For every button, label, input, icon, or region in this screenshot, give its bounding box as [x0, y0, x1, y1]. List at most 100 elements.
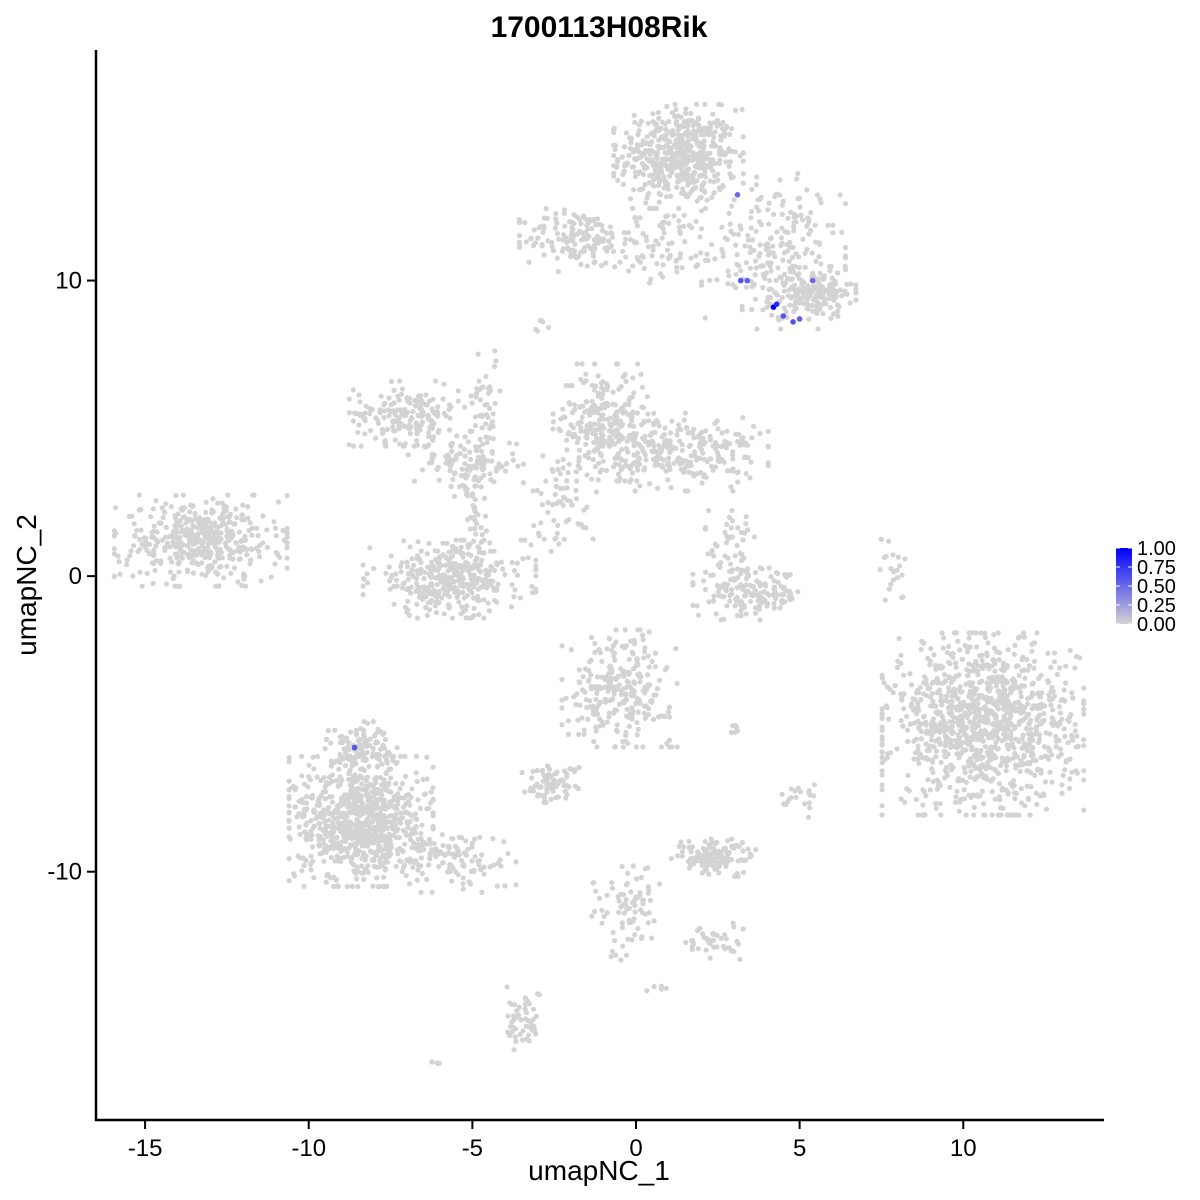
cell-point: [619, 446, 625, 453]
cell-point: [491, 479, 497, 485]
cell-point: [598, 452, 605, 459]
cell-point: [734, 261, 740, 268]
cell-point: [178, 554, 184, 560]
cell-point: [995, 706, 1001, 712]
cell-point: [668, 485, 674, 491]
cell-point: [418, 422, 424, 428]
cell-point: [646, 205, 653, 211]
cell-point: [1051, 650, 1058, 656]
cell-point: [172, 544, 178, 550]
cell-point: [949, 724, 955, 730]
cell-point: [1061, 687, 1067, 693]
cell-point: [465, 544, 471, 550]
cell-point: [381, 402, 387, 408]
cell-point: [448, 483, 454, 490]
cell-point: [972, 776, 978, 783]
cell-point: [483, 373, 489, 380]
cell-point: [411, 562, 417, 568]
cell-point: [733, 242, 739, 248]
cell-point: [569, 502, 575, 508]
cell-point: [574, 691, 580, 697]
cell-point: [1025, 712, 1031, 718]
cell-point: [1032, 772, 1038, 779]
cell-point: [216, 564, 222, 570]
cell-point: [768, 574, 774, 580]
cell-point: [658, 713, 664, 719]
cell-point: [177, 583, 183, 589]
cell-point: [635, 467, 641, 473]
cell-point: [359, 781, 365, 787]
cell-point: [971, 753, 977, 759]
cell-point: [417, 402, 423, 408]
cell-point: [228, 570, 234, 577]
cell-point: [533, 573, 539, 579]
cell-point: [357, 399, 363, 405]
cell-point: [799, 281, 805, 287]
cell-point: [765, 600, 771, 607]
cell-point: [592, 246, 598, 252]
cell-point: [939, 680, 945, 686]
cell-point: [389, 378, 395, 385]
cell-point: [612, 142, 619, 149]
cell-point: [789, 254, 796, 260]
cell-point: [1042, 779, 1048, 785]
cell-point: [236, 544, 242, 550]
cell-point: [844, 281, 850, 287]
cell-point: [299, 773, 305, 779]
cell-point: [617, 432, 624, 438]
cell-point: [675, 127, 681, 133]
cell-point: [470, 595, 476, 601]
cell-point: [827, 268, 833, 274]
cell-point: [751, 534, 758, 540]
cell-point: [779, 295, 785, 301]
cell-point: [915, 743, 921, 749]
cell-point: [612, 657, 618, 663]
cell-point: [879, 710, 885, 717]
cell-point: [624, 684, 630, 691]
cell-point: [673, 106, 679, 113]
cell-point: [993, 755, 999, 761]
cell-point: [621, 700, 627, 706]
cell-point: [1059, 790, 1065, 797]
cell-point: [111, 533, 117, 539]
cell-point: [757, 583, 763, 589]
cell-point: [1045, 650, 1051, 657]
cell-point: [593, 222, 599, 228]
cell-point: [596, 646, 602, 653]
cell-point: [391, 400, 397, 406]
cell-point: [193, 552, 199, 558]
cell-point: [941, 635, 947, 641]
cell-point: [575, 717, 581, 723]
cell-point: [258, 578, 264, 584]
cell-point: [898, 796, 904, 802]
cell-point: [1005, 698, 1012, 704]
cell-point: [1041, 711, 1047, 717]
cell-point: [574, 255, 580, 261]
cell-point: [167, 569, 174, 575]
cell-point: [674, 681, 680, 687]
cell-point: [692, 452, 698, 459]
cell-point: [458, 544, 464, 551]
cell-point: [540, 229, 546, 235]
cell-point: [272, 561, 278, 567]
cell-point: [526, 259, 532, 265]
cell-point: [853, 297, 859, 303]
cell-point: [737, 442, 743, 448]
cell-point: [667, 438, 673, 444]
cell-point: [983, 713, 989, 719]
cell-point: [1000, 759, 1006, 765]
cell-point: [641, 419, 647, 425]
cell-point: [284, 565, 290, 571]
cell-point: [726, 273, 732, 279]
cell-point: [618, 692, 625, 698]
cell-point: [923, 719, 929, 725]
cell-point: [615, 409, 621, 415]
cell-point: [764, 241, 771, 247]
cell-point: [945, 705, 951, 711]
cell-point: [163, 581, 170, 587]
cell-point: [826, 296, 832, 302]
cell-point: [902, 556, 908, 562]
cell-point: [654, 485, 661, 491]
cell-point: [554, 500, 560, 506]
cell-point: [577, 404, 583, 410]
